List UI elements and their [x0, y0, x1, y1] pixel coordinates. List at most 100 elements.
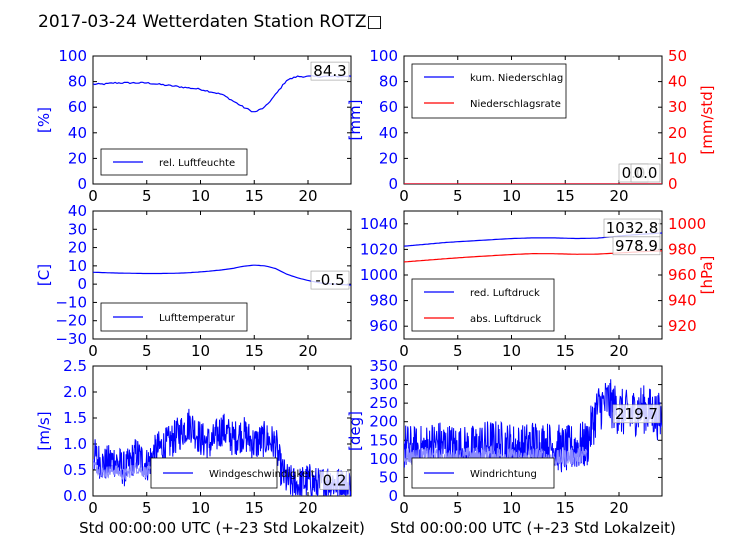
x-tick-label: 0 [88, 187, 98, 205]
x-tick-label: 20 [298, 342, 317, 360]
y-tick-label: 40 [379, 124, 398, 142]
series-group [93, 408, 351, 496]
y-tick-label: 250 [369, 394, 398, 412]
x-tick-label: 10 [191, 187, 210, 205]
y2-tick-label: 50 [668, 47, 687, 65]
value-annotation-box [319, 471, 350, 490]
x-tick-label: 15 [556, 187, 575, 205]
y2-tick-label: 940 [668, 292, 697, 310]
series-line-1 [93, 408, 351, 496]
y-tick-label: 0.0 [63, 487, 87, 505]
series-line-2 [93, 460, 153, 481]
value-annotation-box [612, 404, 661, 424]
y-axis-label: [%] [35, 107, 53, 133]
y2-tick-label: 0 [668, 175, 678, 193]
x-tick-label: 20 [609, 187, 628, 205]
y-tick-label: 300 [369, 376, 398, 394]
y-tick-label: 0 [388, 175, 398, 193]
y-axis-label: [mm] [346, 100, 364, 141]
value-annotation: 219.7 [615, 405, 658, 423]
y-tick-label: 50 [379, 468, 398, 486]
x-axis-label: Std 00:00:00 UTC (+-23 Std Lokalzeit) [79, 519, 365, 537]
panel-3: 0 5 10 15 20−30−20−10010203040[C]Lufttempera… [35, 202, 352, 360]
value-annotation: 1032.8 [606, 219, 659, 237]
figure-title: 2017-03-24 Wetterdaten Station ROTZ□ [38, 12, 383, 32]
x-axis-label: Std 00:00:00 UTC (+-23 Std Lokalzeit) [390, 519, 676, 537]
y-tick-label: 20 [68, 149, 87, 167]
y-tick-label: 40 [68, 124, 87, 142]
x-tick-label: 5 [142, 499, 152, 517]
x-tick-label: 0 [399, 342, 409, 360]
x-tick-label: 20 [298, 499, 317, 517]
value-annotation-box [310, 270, 350, 290]
y-tick-label: 100 [369, 47, 398, 65]
x-tick-label: 20 [609, 342, 628, 360]
y-axis-label: [C] [35, 264, 53, 286]
y-tick-label: 2.5 [63, 357, 87, 375]
x-tick-label: 15 [245, 499, 264, 517]
legend-box [100, 148, 248, 176]
legend-box [411, 63, 567, 119]
legend-entry: Windgeschwindigkeit [209, 469, 315, 480]
y-tick-label: −20 [55, 312, 87, 330]
x-tick-label: 0 [88, 499, 98, 517]
y-tick-label: 200 [369, 413, 398, 431]
y-tick-label: 40 [68, 202, 87, 220]
series-line-1 [93, 75, 351, 113]
series-line-1 [93, 264, 351, 286]
y-tick-label: 60 [68, 98, 87, 116]
y2-tick-label: 10 [668, 149, 687, 167]
y-tick-label: 960 [369, 317, 398, 335]
y2-axis-label: [hPa] [698, 256, 716, 295]
x-tick-label: 10 [502, 499, 521, 517]
y-tick-label: 350 [369, 357, 398, 375]
value-annotation-box [310, 61, 350, 81]
legend-entry: Niederschlagsrate [470, 99, 561, 110]
y-tick-label: 1.5 [63, 409, 87, 427]
y-tick-label: 1020 [360, 240, 398, 258]
y-tick-label: 1040 [360, 215, 398, 233]
x-tick-label: 15 [245, 187, 264, 205]
x-tick-label: 10 [502, 187, 521, 205]
x-tick-label: 10 [191, 342, 210, 360]
y2-tick-label: 960 [668, 266, 697, 284]
x-tick-label: 5 [453, 187, 463, 205]
panel-5: 0 5 10 15 20 0.0 0.5 1.0 1.5 2.0 2.5 [m/s] Std 00:00… [35, 357, 365, 537]
legend-entry: Lufttemperatur [159, 313, 236, 324]
panel-4: 0 5 10 15 20 960 980 1000 1020 1040 920 940 960 980 10… [360, 210, 716, 360]
x-tick-label: 10 [191, 499, 210, 517]
x-tick-label: 5 [142, 187, 152, 205]
panel-2: 0 5 10 15 20 0 20 40 60 80 100 0 10 20 30 40 50 [mm] [mm/s… [346, 47, 716, 205]
y-tick-label: 100 [58, 47, 87, 65]
y2-tick-label: 920 [668, 317, 697, 335]
x-tick-label: 0 [88, 342, 98, 360]
y-tick-label: 20 [68, 239, 87, 257]
y2-tick-label: 20 [668, 124, 687, 142]
value-annotation: 978.9 [615, 237, 658, 255]
legend-entry: abs. Luftdruck [470, 314, 541, 325]
y-tick-label: 980 [369, 292, 398, 310]
x-tick-label: 5 [142, 342, 152, 360]
value-annotation: 0.2 [323, 472, 347, 490]
y-tick-label: 100 [369, 450, 398, 468]
y-tick-label: 1000 [360, 266, 398, 284]
legend-entry: Windrichtung [470, 469, 537, 480]
y-tick-label: 80 [68, 73, 87, 91]
x-tick-label: 15 [245, 342, 264, 360]
y-tick-label: 1.0 [63, 435, 87, 453]
x-tick-label: 10 [502, 342, 521, 360]
legend-box [411, 278, 555, 332]
series-group [93, 264, 351, 286]
series-group [93, 75, 351, 113]
value-annotation: 0.0 [634, 164, 658, 182]
legend-entry: red. Luftdruck [470, 288, 540, 299]
y2-tick-label: 30 [668, 98, 687, 116]
y-tick-label: 0.5 [63, 461, 87, 479]
y-tick-label: 60 [379, 98, 398, 116]
x-tick-label: 5 [453, 342, 463, 360]
y-tick-label: 10 [68, 257, 87, 275]
y2-axis-label: [mm/std] [698, 85, 716, 154]
y-axis-label: [m/s] [35, 411, 53, 450]
